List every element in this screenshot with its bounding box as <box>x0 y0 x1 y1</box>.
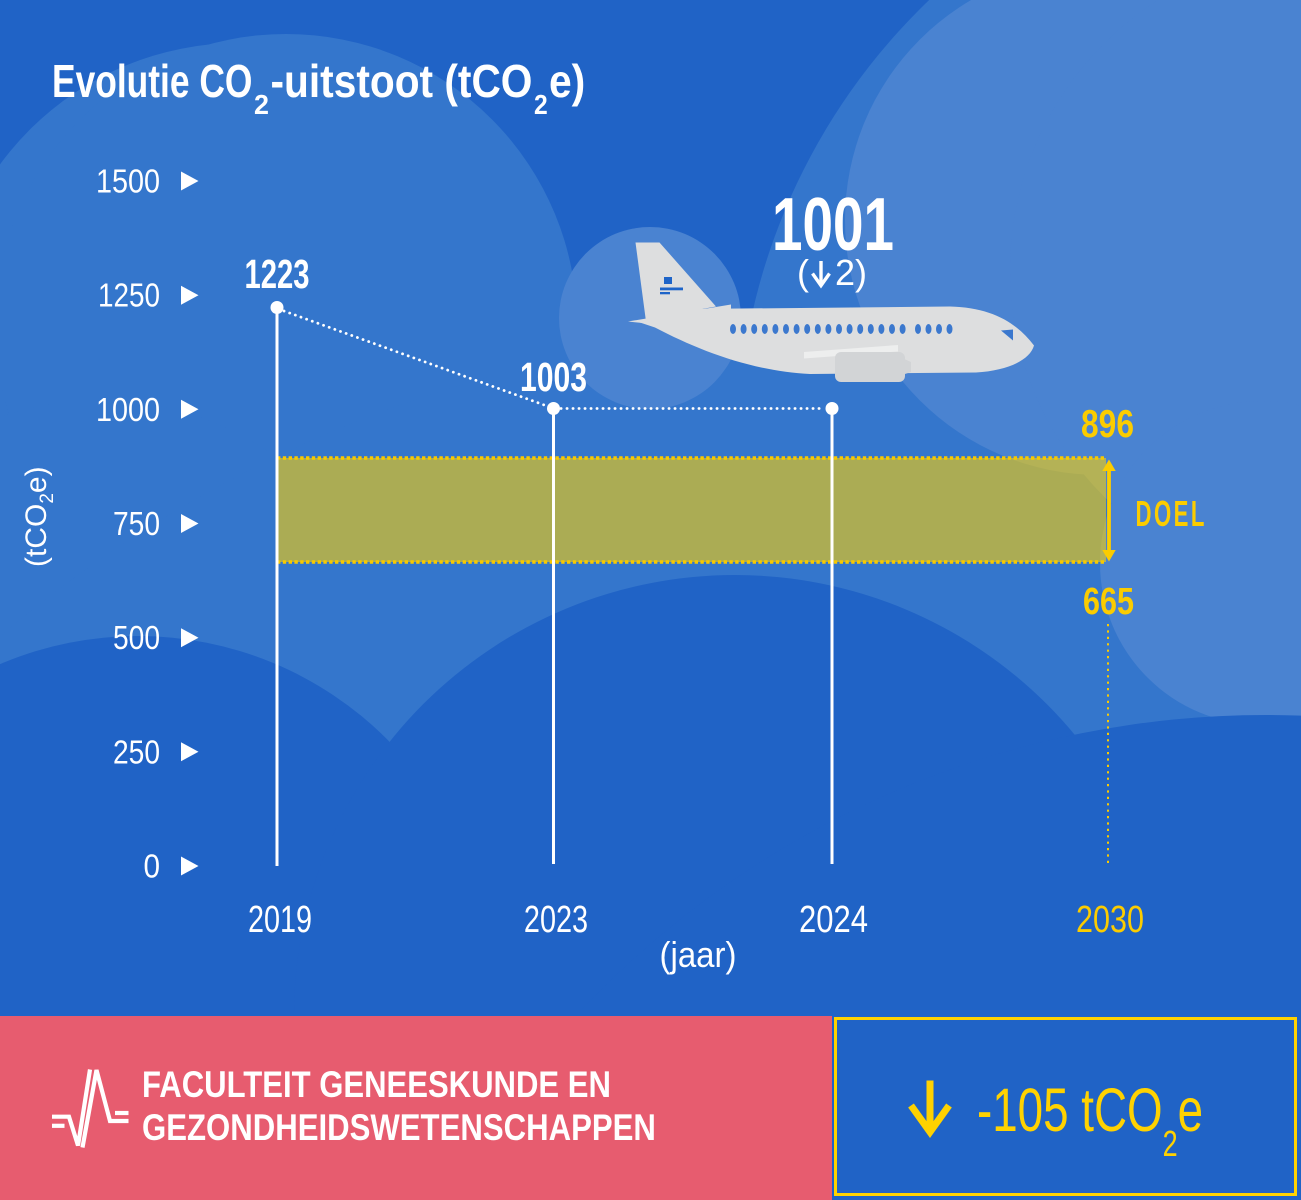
svg-text:-uitstoot (tCO: -uitstoot (tCO <box>271 57 533 108</box>
svg-text:2): 2) <box>835 252 867 293</box>
svg-text:e: e <box>1178 1077 1203 1145</box>
svg-text:-105 tCO: -105 tCO <box>977 1077 1163 1145</box>
svg-text:665: 665 <box>1083 581 1134 623</box>
svg-text:1000: 1000 <box>96 391 160 428</box>
svg-text:1001: 1001 <box>772 183 894 266</box>
svg-text:2023: 2023 <box>524 898 588 941</box>
svg-text:2: 2 <box>254 88 269 120</box>
svg-text:2024: 2024 <box>799 899 868 941</box>
svg-text:896: 896 <box>1081 402 1134 446</box>
svg-text:750: 750 <box>113 505 160 543</box>
svg-text:1003: 1003 <box>520 353 587 400</box>
svg-text:FACULTEIT GENEESKUNDE EN: FACULTEIT GENEESKUNDE EN <box>142 1065 611 1106</box>
svg-text:(jaar): (jaar) <box>660 936 737 976</box>
svg-text:(tCO2e): (tCO2e) <box>20 466 58 567</box>
svg-text:(: ( <box>797 252 809 293</box>
svg-text:500: 500 <box>113 619 160 657</box>
svg-text:Evolutie CO: Evolutie CO <box>52 56 252 108</box>
svg-text:2019: 2019 <box>248 898 312 941</box>
svg-text:1223: 1223 <box>244 251 309 297</box>
svg-text:250: 250 <box>113 733 160 771</box>
svg-text:2030: 2030 <box>1076 899 1144 941</box>
svg-text:DOEL: DOEL <box>1136 495 1207 535</box>
svg-text:1250: 1250 <box>98 278 160 315</box>
svg-text:e): e) <box>549 57 585 108</box>
svg-text:2: 2 <box>534 89 548 121</box>
svg-text:2: 2 <box>1163 1123 1178 1164</box>
svg-text:GEZONDHEIDSWETENSCHAPPEN: GEZONDHEIDSWETENSCHAPPEN <box>142 1108 656 1149</box>
svg-text:1500: 1500 <box>96 163 160 200</box>
svg-text:0: 0 <box>143 848 160 885</box>
